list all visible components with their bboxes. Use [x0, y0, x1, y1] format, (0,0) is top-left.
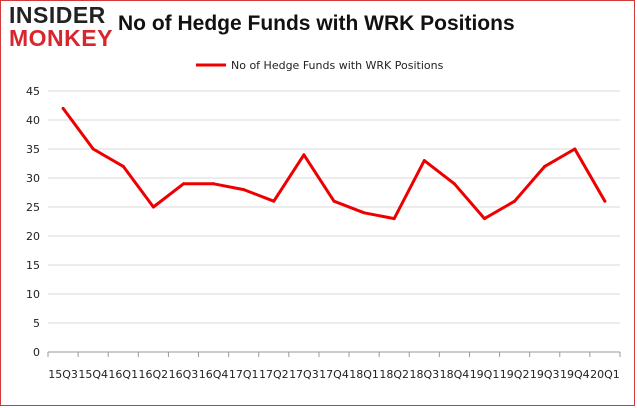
x-tick-label: 17Q2 [259, 368, 289, 381]
data-point [452, 182, 456, 186]
data-point [151, 205, 155, 209]
data-point [61, 106, 65, 110]
x-tick-label: 18Q1 [349, 368, 379, 381]
data-point [543, 164, 547, 168]
x-tick-label: 16Q2 [139, 368, 169, 381]
data-point [483, 217, 487, 221]
data-point [181, 182, 185, 186]
logo-monkey: MONKEY [9, 25, 113, 51]
x-tick-label: 19Q1 [470, 368, 500, 381]
y-tick-label: 25 [26, 201, 40, 214]
logo-insider: INSIDER [9, 2, 106, 28]
x-tick-label: 20Q1 [590, 368, 620, 381]
y-tick-label: 0 [33, 346, 40, 359]
data-point [332, 199, 336, 203]
y-tick-label: 35 [26, 143, 40, 156]
x-tick-label: 19Q2 [500, 368, 530, 381]
data-point [603, 199, 607, 203]
x-tick-label: 17Q4 [319, 368, 349, 381]
data-point [362, 211, 366, 215]
x-tick-label: 19Q3 [530, 368, 560, 381]
data-point [573, 147, 577, 151]
x-tick-label: 16Q4 [199, 368, 229, 381]
data-point [513, 199, 517, 203]
x-tick-label: 16Q3 [169, 368, 199, 381]
x-tick-label: 19Q4 [560, 368, 590, 381]
x-tick-label: 16Q1 [108, 368, 138, 381]
legend: No of Hedge Funds with WRK Positions [196, 59, 444, 72]
data-point [302, 153, 306, 157]
x-axis-ticks: 15Q3 15Q4 16Q1 16Q2 16Q3 16Q4 17Q1 17Q2 17Q3 17Q4… [47, 352, 621, 381]
y-tick-label: 15 [26, 259, 40, 272]
data-point [422, 159, 426, 163]
y-axis-ticks: 0 5 10 15 20 25 30 35 40 45 [26, 85, 40, 359]
data-point [272, 199, 276, 203]
x-tick-label: 18Q2 [379, 368, 409, 381]
y-tick-label: 40 [26, 114, 40, 127]
data-point [242, 188, 246, 192]
y-tick-label: 5 [33, 317, 40, 330]
series-lines [61, 106, 607, 221]
y-tick-label: 10 [26, 288, 40, 301]
x-tick-label: 18Q4 [440, 368, 470, 381]
gridlines [48, 90, 620, 353]
x-tick-label: 18Q3 [409, 368, 439, 381]
data-point [392, 217, 396, 221]
x-tick-label: 15Q3 [48, 368, 78, 381]
x-tick-label: 17Q3 [289, 368, 319, 381]
data-point [91, 147, 95, 151]
data-point [212, 182, 216, 186]
x-tick-label: 17Q1 [229, 368, 259, 381]
legend-label: No of Hedge Funds with WRK Positions [231, 59, 444, 72]
y-tick-label: 45 [26, 85, 40, 98]
x-tick-label: 15Q4 [78, 368, 108, 381]
y-tick-label: 30 [26, 172, 40, 185]
y-tick-label: 20 [26, 230, 40, 243]
data-point [121, 164, 125, 168]
chart-title: No of Hedge Funds with WRK Positions [118, 12, 515, 35]
